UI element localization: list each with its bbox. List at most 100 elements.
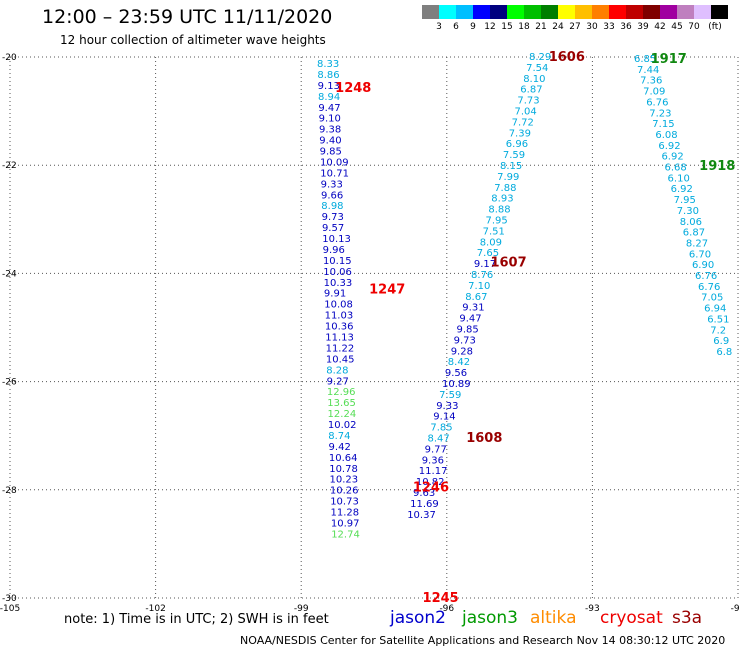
swh-value-label: 6.10 — [668, 173, 690, 184]
footer-credit: NOAA/NESDIS Center for Satellite Applica… — [240, 634, 726, 647]
lon-tick-label: -93 — [585, 604, 600, 614]
swh-value-label: 7.73 — [517, 96, 539, 107]
swh-value-label: 6.76 — [646, 97, 668, 108]
chart-title: 12:00 – 23:59 UTC 11/11/2020 — [42, 6, 333, 28]
satellite-label-s3a: s3a — [672, 608, 703, 628]
swh-value-label: 8.67 — [465, 292, 487, 303]
swh-value-label: 6.94 — [704, 304, 726, 315]
lat-tick-label: -24 — [2, 269, 17, 279]
swh-value-label: 10.08 — [324, 300, 353, 311]
swh-value-label: 7.2 — [710, 325, 726, 336]
swh-value-label: 9.31 — [462, 303, 484, 314]
swh-value-label: 10.64 — [329, 453, 358, 464]
pass-time-label: 1246 — [413, 481, 449, 496]
swh-value-label: 9.33 — [321, 179, 343, 190]
swh-value-label: 7.39 — [509, 128, 531, 139]
swh-value-label: 7.72 — [512, 117, 534, 128]
swh-value-label: 9.10 — [319, 114, 341, 125]
legend-swatch — [609, 5, 626, 19]
swh-value-label: 10.13 — [322, 234, 351, 245]
swh-value-label: 6.51 — [707, 314, 729, 325]
swh-value-label: 10.73 — [330, 497, 359, 508]
swh-value-label: 6.92 — [671, 184, 693, 195]
pass-time-label: 1917 — [651, 52, 687, 67]
swh-value-label: 10.36 — [325, 322, 354, 333]
swh-value-label: 9.85 — [457, 325, 479, 336]
legend-label: 12 — [484, 22, 496, 32]
legend-swatch — [524, 5, 541, 19]
satellite-label-jason2: jason2 — [390, 608, 446, 628]
swh-value-label: 7.10 — [468, 281, 490, 292]
legend-label: 33 — [603, 22, 615, 32]
legend-swatch — [558, 5, 575, 19]
legend-swatch — [439, 5, 456, 19]
legend-swatch — [507, 5, 524, 19]
swh-value-label: 8.42 — [448, 357, 470, 368]
legend-swatch — [711, 5, 728, 19]
swh-value-label: 9.27 — [327, 376, 349, 387]
swh-value-label: 8.86 — [317, 70, 339, 81]
swh-value-label: 10.06 — [323, 267, 352, 278]
lon-tick-label: -96 — [439, 604, 454, 614]
legend-label: (ft) — [708, 22, 722, 32]
pass-time-label: 1608 — [466, 431, 502, 446]
swh-value-label: 10.89 — [442, 379, 471, 390]
pass-time-label: 1248 — [335, 81, 371, 96]
legend-swatch — [473, 5, 490, 19]
swh-value-label: 7.95 — [486, 216, 508, 227]
legend-swatches — [422, 5, 728, 19]
swh-value-label: 10.26 — [330, 486, 359, 497]
swh-value-label: 10.15 — [323, 256, 352, 267]
swh-value-label: 9.56 — [445, 368, 467, 379]
swh-value-label: 10.71 — [320, 168, 349, 179]
swh-value-label: 9.96 — [323, 245, 345, 256]
swh-value-label: 7.65 — [477, 248, 499, 259]
swh-value-label: 10.23 — [330, 475, 359, 486]
swh-value-label: 9.40 — [319, 136, 341, 147]
legend-label: 42 — [654, 22, 666, 32]
swh-value-label: 10.33 — [324, 278, 353, 289]
swh-value-label: 11.03 — [325, 311, 354, 322]
swh-value-label: 6.85 — [634, 54, 656, 65]
legend-label: 30 — [586, 22, 598, 32]
legend-label: 9 — [470, 22, 476, 32]
swh-value-label: 11.69 — [410, 499, 439, 510]
swh-value-label: 9.91 — [324, 289, 346, 300]
swh-value-label: 13.65 — [327, 398, 356, 409]
pass-time-label: 1607 — [490, 255, 526, 270]
swh-value-label: 7.59 — [439, 390, 461, 401]
swh-value-label: 9.14 — [433, 412, 455, 423]
swh-value-label: 10.02 — [328, 420, 357, 431]
altimeter-tracks: 8.338.869.138.949.479.109.389.409.8510.0… — [317, 50, 735, 606]
swh-value-label: 7.44 — [637, 65, 659, 76]
satellite-label-jason3: jason3 — [462, 608, 518, 628]
swh-value-label: 6.87 — [520, 85, 542, 96]
swh-value-label: 6.76 — [698, 282, 720, 293]
lon-tick-label: -102 — [145, 604, 165, 614]
swh-value-label: 11.13 — [325, 333, 354, 344]
swh-value-label: 9.73 — [322, 212, 344, 223]
legend-label: 70 — [688, 22, 700, 32]
legend-label: 18 — [518, 22, 530, 32]
swh-value-label: 11.28 — [331, 508, 360, 519]
swh-value-label: 6.8 — [716, 347, 732, 358]
swh-value-label: 6.08 — [655, 130, 677, 141]
swh-value-label: 9.47 — [318, 103, 340, 114]
swh-value-label: 8.29 — [529, 52, 551, 63]
swh-value-label: 9.17 — [474, 259, 496, 270]
swh-value-label: 7.51 — [483, 226, 505, 237]
swh-value-label: 10.45 — [326, 354, 355, 365]
swh-value-label: 11.22 — [326, 343, 355, 354]
legend-swatch — [677, 5, 694, 19]
legend-label: 24 — [552, 22, 564, 32]
swh-value-label: 7.59 — [503, 150, 525, 161]
legend-label: 27 — [569, 22, 581, 32]
swh-value-label: 8.74 — [328, 431, 350, 442]
pass-time-label: 1606 — [549, 50, 585, 65]
legend-labels: 3 6 9 12 15 18 21 24 27 30 33 36 39 42 45 70 (ft) — [422, 22, 740, 34]
swh-value-label: 7.95 — [674, 195, 696, 206]
swh-value-label: 7.85 — [430, 423, 452, 434]
pass-time-label: 1918 — [699, 159, 735, 174]
swh-value-label: 8.76 — [471, 270, 493, 281]
swh-value-label: 9.63 — [413, 488, 435, 499]
